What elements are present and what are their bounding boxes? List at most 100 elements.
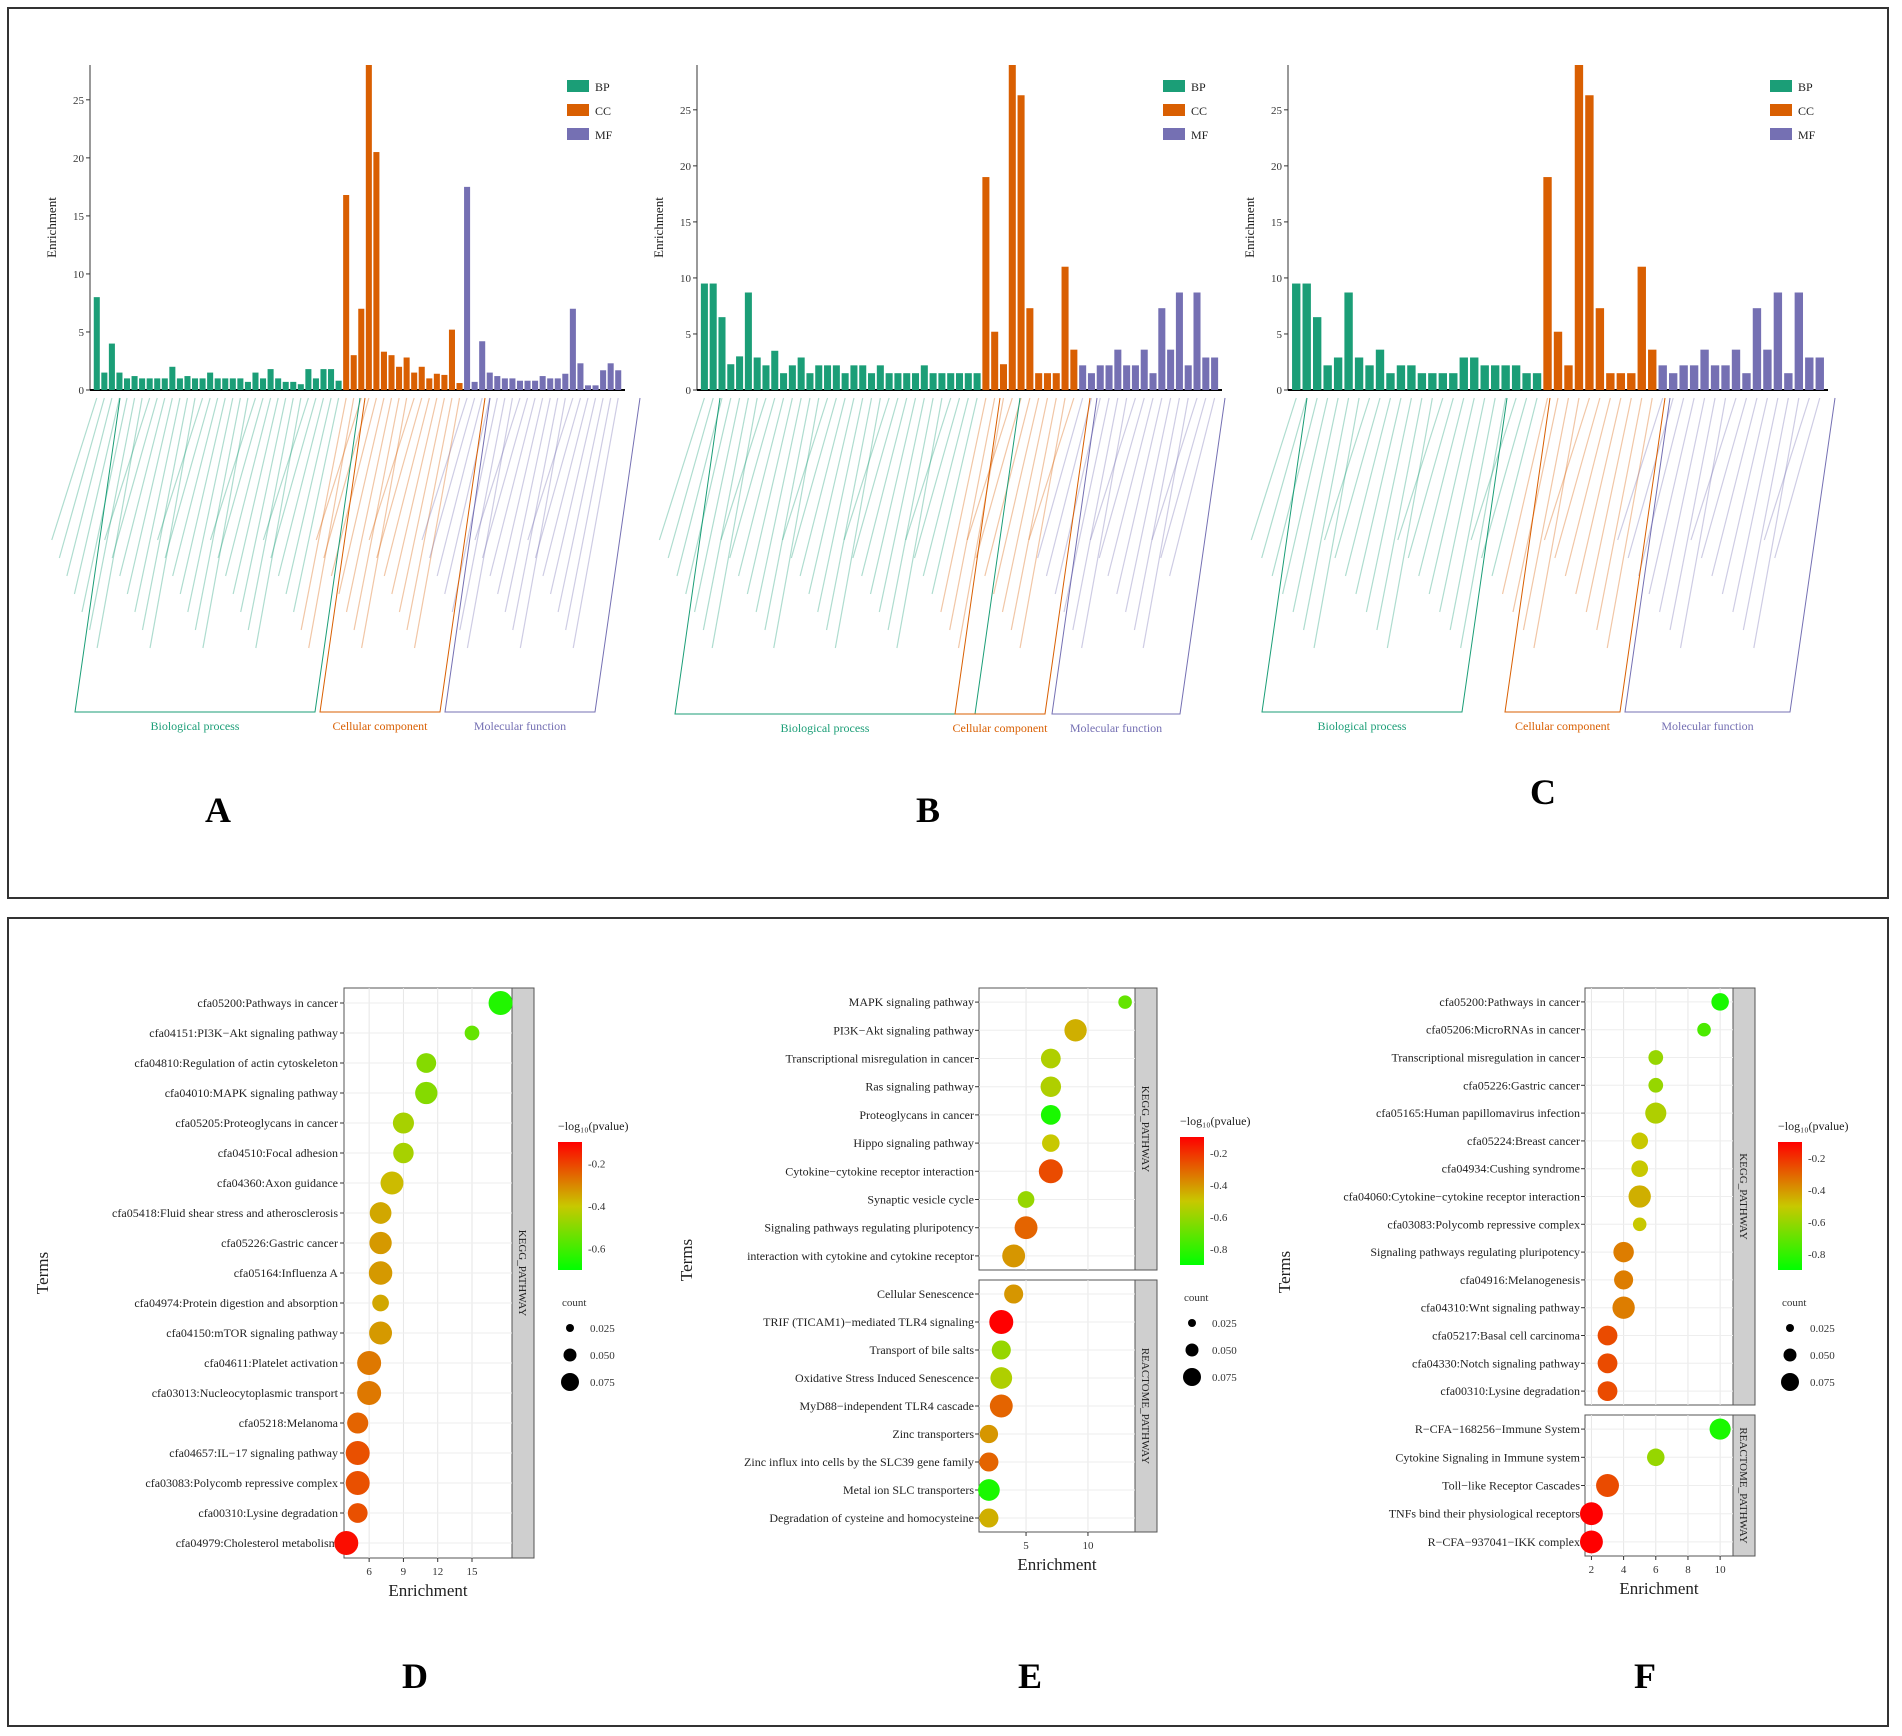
term-label: cfa05224:Breast cancer (1467, 1134, 1580, 1148)
term-label-placeholder (1397, 397, 1444, 541)
term-label-placeholder (1125, 397, 1172, 613)
bar-bp (222, 378, 229, 390)
facet-strip-label: KEGG_PATHWAY (516, 1230, 528, 1317)
term-label-placeholder (1089, 397, 1137, 541)
term-label-placeholder (1690, 397, 1737, 541)
x-tick-label: 8 (1685, 1564, 1691, 1576)
legend-label-cc: CC (595, 104, 611, 118)
enrichment-dot (1645, 1102, 1667, 1124)
enrichment-dot (416, 1053, 437, 1073)
term-label: R−CFA−168256−Immune System (1415, 1422, 1581, 1436)
bar-mf (1679, 365, 1688, 390)
enrichment-dot (1711, 993, 1729, 1011)
enrichment-dot (369, 1321, 393, 1345)
term-label-placeholder (164, 397, 211, 559)
term-label-placeholder (1606, 397, 1653, 649)
bar-bp (788, 365, 796, 390)
term-label-placeholder (1019, 397, 1066, 649)
term-label-placeholder (308, 397, 355, 649)
term-label: Hippo signaling pathway (853, 1136, 974, 1150)
bar-bp (108, 343, 115, 390)
enrichment-dot (488, 991, 513, 1015)
bar-bp (1480, 365, 1489, 390)
bar-bp (169, 366, 176, 390)
term-label-placeholder (383, 397, 430, 577)
bar-bp (876, 365, 884, 390)
bar-bp (973, 373, 981, 390)
term-label-placeholder (88, 397, 136, 631)
term-label-placeholder (817, 397, 864, 613)
y-tick-label: 5 (686, 329, 692, 341)
y-tick-label: 15 (73, 211, 85, 223)
bar-mf (562, 373, 569, 390)
term-label-placeholder (1439, 397, 1486, 613)
term-label-placeholder (781, 397, 829, 541)
facet-panel (978, 987, 1136, 1271)
bar-bp (762, 365, 770, 390)
term-label-placeholder (1774, 397, 1821, 559)
bar-bp (815, 365, 823, 390)
bar-cc (433, 373, 440, 390)
term-label-placeholder (534, 397, 582, 559)
bar-cc (1585, 95, 1594, 391)
panel-e-dot-plot: KEGG_PATHWAY MAPK signaling pathway PI3K−A… (677, 987, 1250, 1574)
panel-letter-c: C (1530, 772, 1556, 812)
enrichment-dot (978, 1479, 1000, 1501)
group-bracket (319, 397, 486, 713)
term-label-placeholder (1428, 397, 1475, 595)
color-bar-tick-label: -0.6 (1210, 1212, 1228, 1224)
color-legend-title: −log₁₀(pvalue) (558, 1119, 628, 1133)
x-tick-label: 15 (467, 1566, 479, 1578)
bar-cc (1648, 349, 1657, 390)
bar-bp (191, 378, 199, 390)
bar-mf (1079, 365, 1087, 390)
bar-bp (154, 378, 161, 390)
bar-cc (388, 355, 395, 390)
term-label: MyD88−independent TLR4 cascade (800, 1399, 975, 1413)
bar-cc (411, 372, 418, 390)
bar-cc (350, 355, 357, 390)
size-legend-dot (1183, 1368, 1201, 1386)
bar-bp (93, 297, 100, 390)
group-label: Biological process (1318, 719, 1407, 733)
term-label-placeholder (361, 397, 408, 649)
bar-mf (1184, 365, 1192, 390)
bar-mf (1158, 308, 1166, 390)
term-label-placeholder (277, 397, 325, 577)
term-label-placeholder (270, 397, 317, 559)
bar-bp (305, 369, 312, 390)
term-label-placeholder (58, 397, 105, 559)
bar-bp (841, 373, 849, 390)
size-legend-dot (563, 1348, 577, 1362)
bar-mf (600, 370, 607, 390)
bar-bp (700, 283, 708, 390)
bar-cc (358, 308, 365, 390)
term-label: cfa04330:Notch signaling pathway (1412, 1356, 1580, 1370)
enrichment-dot (1002, 1244, 1026, 1268)
color-legend-title: −log₁₀(pvalue) (1778, 1119, 1848, 1133)
term-label: Degradation of cysteine and homocysteine (769, 1511, 974, 1525)
color-bar-tick-label: -0.6 (588, 1244, 606, 1256)
enrichment-dot (1631, 1132, 1649, 1150)
y-tick-label: 20 (680, 161, 692, 173)
y-tick-label: 25 (680, 105, 692, 117)
term-label-placeholder (1142, 397, 1189, 649)
term-label-placeholder (1554, 397, 1601, 559)
y-axis-title: Enrichment (44, 197, 59, 258)
term-label-placeholder (975, 397, 1022, 559)
bar-bp (260, 378, 267, 390)
bar-mf (524, 380, 531, 390)
panel-a-go-bar-chart: 0 5 10 15 20 25 Enrichment Biological process Ce… (44, 65, 641, 733)
enrichment-dot (1579, 1530, 1603, 1554)
term-label-placeholder (1669, 397, 1716, 631)
bar-bp (1501, 365, 1510, 390)
term-label-placeholder (1151, 397, 1198, 541)
bar-cc (1017, 95, 1025, 391)
bar-cc (456, 383, 463, 390)
term-label: Signaling pathways regulating pluripoten… (1370, 1245, 1580, 1259)
bar-mf (1763, 349, 1772, 390)
term-label: cfa05206:MicroRNAs in cancer (1426, 1023, 1580, 1037)
term-label-placeholder (1261, 397, 1308, 559)
term-label-placeholder (1282, 397, 1329, 595)
bar-bp (252, 372, 259, 390)
